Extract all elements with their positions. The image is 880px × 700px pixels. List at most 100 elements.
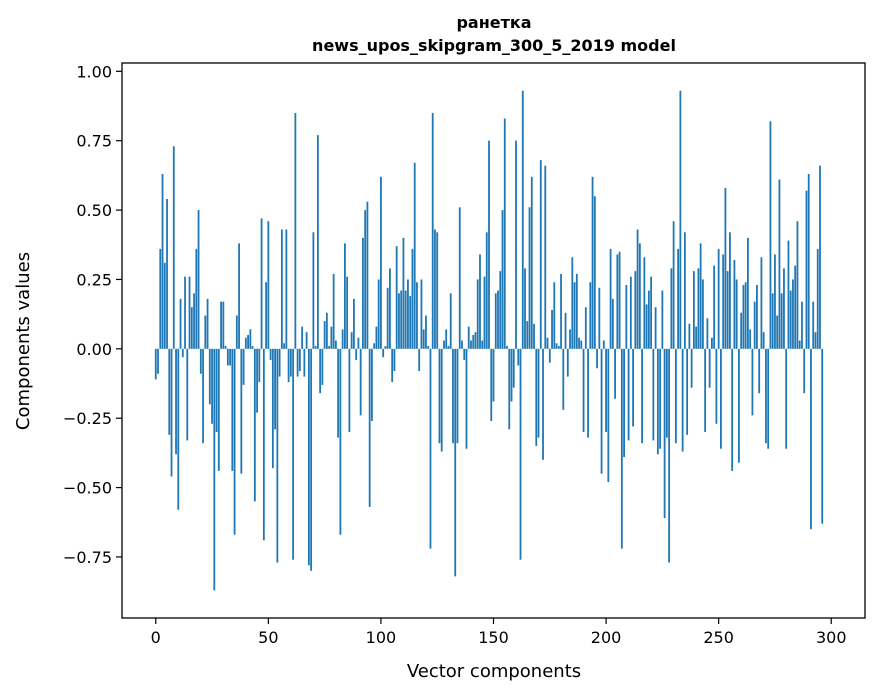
bar	[564, 312, 567, 349]
bar	[711, 337, 713, 349]
bar	[301, 326, 304, 349]
bar	[724, 187, 727, 349]
bar	[258, 348, 261, 383]
bar	[771, 293, 774, 349]
bar	[670, 268, 673, 349]
bar	[740, 312, 743, 349]
bar	[645, 304, 648, 349]
bar	[334, 340, 337, 349]
bar	[798, 340, 801, 349]
bar	[436, 232, 439, 349]
bar	[634, 271, 637, 349]
bar	[470, 340, 472, 349]
bar	[305, 332, 308, 349]
bar	[602, 340, 605, 349]
bar	[461, 340, 463, 349]
y-axis-ticks: 1.00 0.75 0.50 0.25 0.00 −0.25 −0.50 −0.75	[63, 62, 122, 567]
bar	[490, 348, 493, 421]
bar	[310, 348, 313, 571]
bar	[452, 348, 454, 444]
bar	[803, 348, 806, 394]
bar	[629, 276, 632, 349]
bar	[278, 348, 281, 377]
bar	[292, 348, 295, 560]
bar	[769, 121, 772, 349]
bar	[699, 243, 702, 349]
bar	[580, 340, 583, 349]
bar	[611, 298, 614, 349]
x-tick-label: 0	[151, 628, 161, 647]
bar	[508, 348, 511, 430]
bar	[204, 315, 207, 349]
bar	[303, 348, 306, 377]
bar	[323, 321, 326, 349]
bar	[172, 146, 175, 349]
x-axis-label: Vector components	[407, 661, 581, 682]
bar	[512, 348, 515, 388]
bar	[494, 293, 497, 349]
bar	[733, 260, 736, 349]
bar	[382, 348, 385, 358]
bar	[224, 346, 227, 349]
bar	[539, 160, 542, 349]
bar	[456, 348, 459, 444]
bar	[584, 307, 587, 349]
bar	[154, 348, 157, 380]
bar	[731, 348, 734, 471]
bar	[810, 348, 812, 530]
bar	[314, 346, 317, 349]
bar	[812, 301, 815, 349]
bar	[528, 207, 531, 349]
bar	[553, 282, 556, 349]
bar	[659, 348, 662, 449]
bar	[316, 135, 319, 349]
bar	[402, 237, 405, 349]
bar	[325, 312, 328, 349]
bar	[479, 254, 481, 349]
bar	[271, 348, 274, 469]
bar	[418, 348, 421, 372]
x-axis-ticks: 0 50 100 150 200 250 300	[151, 618, 847, 647]
bar	[190, 307, 193, 349]
bar	[720, 348, 722, 449]
bar	[332, 273, 335, 349]
bar	[787, 240, 790, 349]
bar	[389, 268, 391, 349]
bar	[618, 251, 621, 349]
bar	[262, 348, 265, 541]
bar	[665, 348, 668, 438]
bar	[598, 287, 601, 349]
bar	[195, 248, 198, 349]
bar	[503, 118, 506, 349]
bar	[445, 329, 448, 349]
bar	[362, 237, 364, 349]
bar	[184, 276, 186, 349]
bar	[357, 337, 360, 349]
bar	[573, 282, 576, 349]
y-tick-label: −0.50	[63, 479, 112, 498]
x-tick-label: 50	[258, 628, 278, 647]
bar	[701, 279, 704, 349]
bar	[519, 348, 522, 560]
bar	[681, 348, 684, 452]
bar	[226, 348, 229, 366]
bar	[620, 348, 623, 549]
bar	[762, 332, 765, 349]
bar	[413, 162, 416, 349]
bar	[438, 348, 441, 444]
bar	[233, 348, 236, 535]
bar	[544, 165, 547, 349]
bar	[636, 229, 639, 349]
bar	[321, 348, 324, 385]
bar	[706, 318, 709, 349]
bar	[533, 323, 535, 349]
bar	[616, 254, 619, 349]
bar	[609, 248, 612, 349]
bar	[535, 348, 538, 446]
bar	[265, 282, 267, 349]
bar	[582, 348, 585, 433]
bar	[463, 348, 466, 360]
bar	[425, 315, 427, 349]
